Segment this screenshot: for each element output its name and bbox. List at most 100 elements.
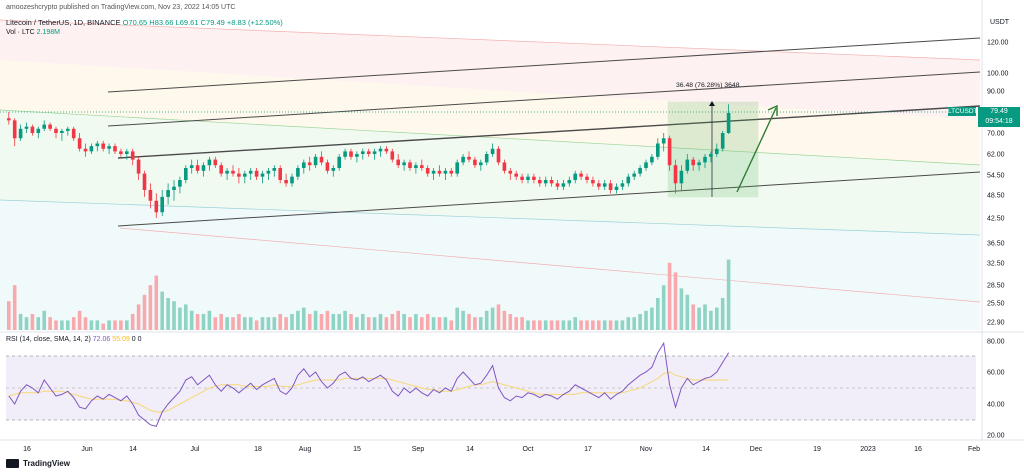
rsi-legend[interactable]: RSI (14, close, SMA, 14, 2) 72.06 55.09 … xyxy=(6,336,142,343)
last-price-tag: 79.49 09:54:18 xyxy=(978,107,1020,127)
candle-body xyxy=(366,151,371,154)
volume-bar xyxy=(608,320,613,330)
candle-body xyxy=(343,151,347,157)
rsi-value: 72.06 xyxy=(92,336,111,343)
candle-body xyxy=(237,173,241,177)
rsi-axis[interactable]: 80.00 60.00 40.00 20.00 xyxy=(987,339,1005,440)
time-tick: 19 xyxy=(813,446,821,453)
price-tick: 48.50 xyxy=(987,193,1005,200)
candle-body xyxy=(372,151,377,154)
ohlc-change: +8.83 (+12.50%) xyxy=(226,18,283,27)
volume-bar xyxy=(254,320,259,330)
candle-body xyxy=(473,159,477,166)
candle-body xyxy=(697,162,701,166)
candle-body xyxy=(384,148,389,152)
candle-body xyxy=(36,128,41,133)
volume-legend[interactable]: Vol · LTC 2.198M xyxy=(6,29,60,36)
volume-bar xyxy=(201,314,206,330)
price-tick: 54.50 xyxy=(987,173,1005,180)
candle-body xyxy=(390,151,395,160)
price-tick: 32.50 xyxy=(987,261,1005,268)
volume-bar xyxy=(154,275,159,330)
bar-countdown: 09:54:18 xyxy=(985,117,1013,125)
volume-bar xyxy=(355,317,359,330)
channel-line-upper xyxy=(117,105,981,159)
volume-bar xyxy=(437,317,442,330)
symbol-legend[interactable]: Litecoin / TetherUS, 1D, BINANCE O70.65 … xyxy=(6,18,283,27)
volume-bar xyxy=(42,310,46,330)
time-tick: Jun xyxy=(81,446,92,453)
volume-bar xyxy=(48,317,52,330)
volume-bar xyxy=(225,317,229,330)
candle-body xyxy=(95,143,100,147)
volume-bar xyxy=(30,314,35,330)
candle-body xyxy=(396,159,400,166)
time-tick: Jul xyxy=(191,446,200,453)
volume-bar xyxy=(166,298,170,330)
pitchfork-line-2 xyxy=(0,109,981,166)
volume-bar xyxy=(514,317,518,330)
candle-body xyxy=(148,190,153,201)
volume-bar xyxy=(673,272,678,330)
tradingview-logo[interactable]: TradingView xyxy=(6,459,70,468)
symbol-title[interactable]: Litecoin / TetherUS, 1D, BINANCE xyxy=(6,18,121,27)
candle-body xyxy=(673,165,678,184)
volume-bar xyxy=(24,317,29,330)
volume-bar xyxy=(219,314,223,330)
volume-bar xyxy=(638,314,642,330)
candle-body xyxy=(614,186,619,190)
candle-body xyxy=(231,170,235,174)
price-axis[interactable]: 120.00 100.00 90.00 70.00 62.00 54.50 48.50 42.… xyxy=(987,40,1009,327)
candle-body xyxy=(431,170,436,174)
candle-body xyxy=(626,176,631,184)
price-tick: 28.50 xyxy=(987,283,1005,290)
volume-bar xyxy=(195,314,200,330)
volume-bar xyxy=(172,301,176,330)
published-by: amoozeshcrypto published on TradingView.… xyxy=(6,4,236,11)
pitchfork-band-red xyxy=(0,20,980,120)
time-tick: 14 xyxy=(129,446,137,453)
candle-body xyxy=(296,168,300,177)
candle-body xyxy=(325,162,330,171)
volume-bar xyxy=(543,320,548,330)
candle-body xyxy=(278,168,282,180)
price-unit: USDT xyxy=(990,19,1010,26)
price-tick: 42.50 xyxy=(987,216,1005,223)
volume-bar xyxy=(408,317,412,330)
candle-body xyxy=(526,176,530,180)
candle-body xyxy=(66,128,70,131)
volume-bar xyxy=(284,317,288,330)
volume-bar xyxy=(189,310,194,330)
volume-bar xyxy=(644,310,648,330)
candle-body xyxy=(154,200,159,213)
candle-body xyxy=(691,159,695,166)
price-tick: 90.00 xyxy=(987,89,1005,96)
price-tick: 62.00 xyxy=(987,152,1005,159)
candle-body xyxy=(113,146,117,152)
candle-body xyxy=(715,148,719,154)
volume-bar xyxy=(266,317,271,330)
time-axis[interactable]: 16 Jun 14 Jul 18 Aug 15 Sep 14 Oct 17 Nov 14 Dec 19 202… xyxy=(23,446,980,453)
pitchfork-line-1 xyxy=(0,19,981,61)
candle-body xyxy=(414,165,418,168)
candle-body xyxy=(661,138,666,144)
candle-body xyxy=(597,183,601,187)
volume-bar xyxy=(178,307,182,330)
candle-body xyxy=(437,170,442,174)
volume-bar xyxy=(107,320,111,330)
volume-bar xyxy=(307,314,312,330)
rsi-tick: 40.00 xyxy=(987,402,1005,409)
price-tick: 70.00 xyxy=(987,131,1005,138)
volume-bar xyxy=(331,314,336,330)
last-price-value: 79.49 xyxy=(990,108,1008,115)
candle-body xyxy=(573,173,577,180)
candle-body xyxy=(496,148,501,163)
volume-bars xyxy=(7,259,731,330)
candle-body xyxy=(12,120,17,139)
volume-bar xyxy=(213,317,218,330)
volume-bar xyxy=(632,317,636,330)
candle-body xyxy=(184,168,188,180)
candle-body xyxy=(484,154,489,163)
candle-body xyxy=(361,151,365,154)
